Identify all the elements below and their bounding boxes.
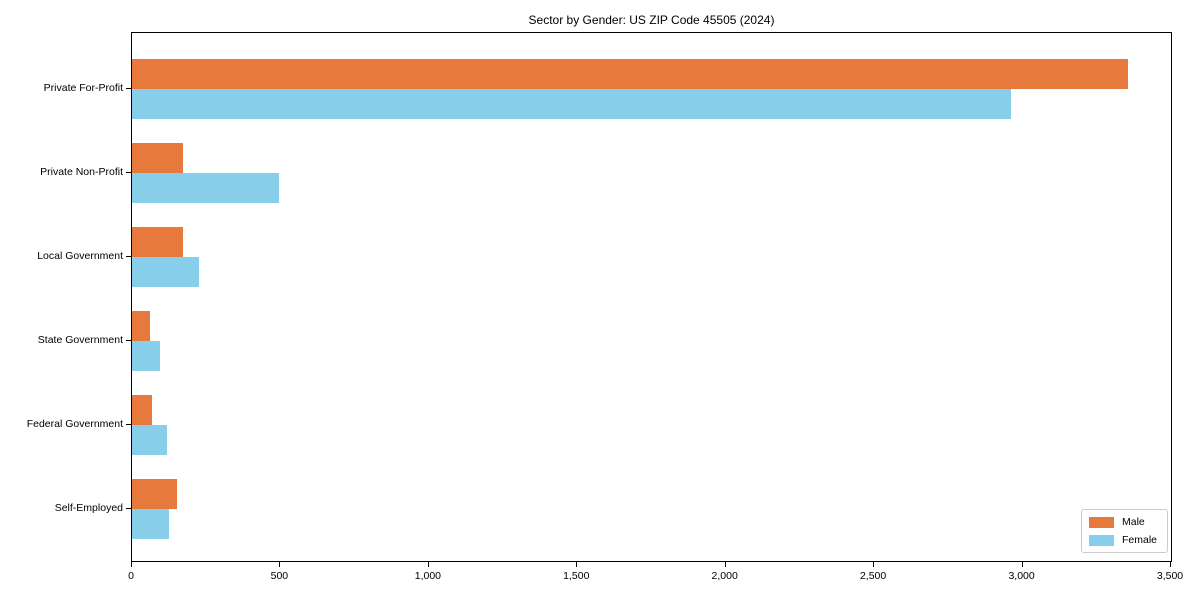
xtick-mark-1500 <box>576 562 578 567</box>
chart-title: Sector by Gender: US ZIP Code 45505 (202… <box>528 13 775 27</box>
xtick-mark-2000 <box>724 562 726 567</box>
xtick-label-3500: 3,500 <box>1156 570 1184 582</box>
ytick-mark <box>126 424 131 425</box>
bar-male-state-government <box>132 311 151 341</box>
xtick-mark-3500 <box>1170 562 1171 567</box>
xtick-mark-2500 <box>873 562 875 567</box>
bar-male-private-for-profit <box>132 59 1129 89</box>
legend-swatch-female <box>1088 534 1114 546</box>
legend-item-female: Female <box>1088 534 1157 546</box>
bar-female-federal-government <box>132 425 167 455</box>
ytick-label-federal-government: Federal Government <box>26 418 123 430</box>
legend: Male Female <box>1080 509 1168 553</box>
ytick-label-self-employed: Self-Employed <box>54 502 123 514</box>
legend-label-male: Male <box>1121 516 1145 528</box>
legend-item-male: Male <box>1088 516 1157 528</box>
bar-female-private-non-profit <box>132 173 279 203</box>
bar-male-local-government <box>132 227 184 257</box>
ytick-mark <box>126 88 131 89</box>
xtick-mark-0 <box>131 562 132 567</box>
xtick-label-2000: 2,000 <box>711 570 738 582</box>
bar-female-state-government <box>132 341 160 371</box>
ytick-mark <box>126 508 131 509</box>
plot-area: Male Female <box>131 32 1172 562</box>
legend-swatch-male <box>1088 516 1114 528</box>
ytick-label-private-non-profit: Private Non-Profit <box>40 166 123 178</box>
bar-female-private-for-profit <box>132 89 1012 119</box>
xtick-mark-3000 <box>1021 562 1023 567</box>
bar-male-federal-government <box>132 395 152 425</box>
xtick-label-1500: 1,500 <box>563 570 590 582</box>
xtick-label-3000: 3,000 <box>1008 570 1035 582</box>
xtick-label-500: 500 <box>270 570 289 582</box>
xtick-mark-1000 <box>427 562 429 567</box>
xtick-label-0: 0 <box>128 570 134 582</box>
bar-male-self-employed <box>132 479 177 509</box>
ytick-mark <box>126 340 131 341</box>
bar-female-local-government <box>132 257 199 287</box>
ytick-mark <box>126 256 131 257</box>
legend-label-female: Female <box>1121 534 1157 546</box>
bar-female-self-employed <box>132 509 169 539</box>
xtick-label-1000: 1,000 <box>414 570 442 582</box>
xtick-label-2500: 2,500 <box>859 570 887 582</box>
ytick-mark <box>126 172 131 173</box>
ytick-label-private-for-profit: Private For-Profit <box>43 82 123 94</box>
ytick-label-state-government: State Government <box>37 334 123 346</box>
bar-male-private-non-profit <box>132 143 184 173</box>
xtick-mark-500 <box>279 562 281 567</box>
ytick-label-local-government: Local Government <box>37 250 123 262</box>
